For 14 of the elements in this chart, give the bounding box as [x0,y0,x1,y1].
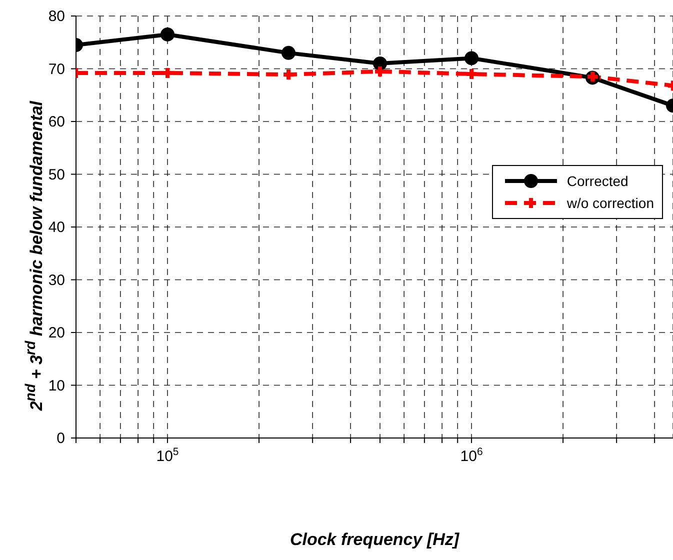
y-tick-label: 0 [56,430,65,447]
y-tick-label: 30 [48,272,65,289]
y-tick-label: 80 [48,8,65,25]
x-axis-title: Clock frequency [Hz] [288,530,460,550]
y-tick-label: 60 [48,114,65,130]
y-tick-label: 20 [48,324,65,342]
x-tick-label: 10$^{6}$ [460,446,483,465]
legend-label: w/o correction [566,195,654,211]
legend-label: Corrected [566,173,628,189]
y-tick-label: 50 [48,166,65,184]
x-tick-label: 10$^{5}$ [156,446,179,465]
y-tick-label: 40 [48,219,65,236]
y-tick-label: 10 [48,377,65,394]
y-tick-label: 70 [48,60,65,78]
